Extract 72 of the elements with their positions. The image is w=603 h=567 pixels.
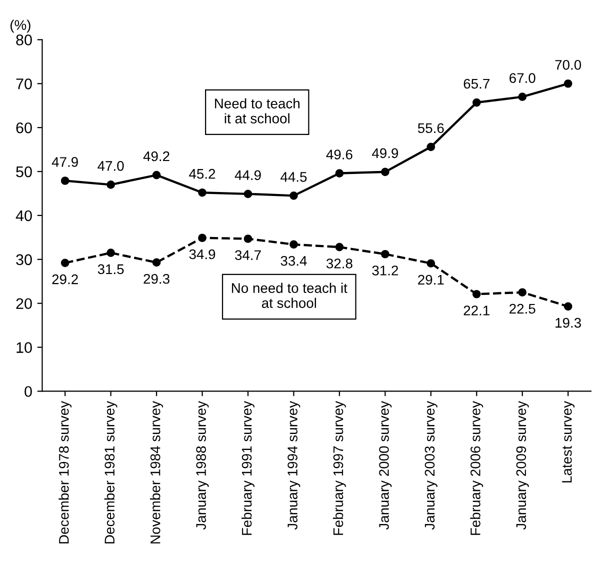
y-axis-title: (%) — [10, 20, 30, 33]
data-label: 29.2 — [52, 274, 78, 284]
point — [335, 169, 344, 178]
point — [60, 258, 70, 268]
data-label: 45.2 — [189, 168, 216, 179]
data-label: 31.5 — [98, 264, 124, 274]
x-tick-label: February 2006 survey — [470, 400, 484, 535]
x-tick-label: January 2000 survey — [379, 400, 392, 530]
data-label: 44.5 — [280, 172, 307, 182]
data-label: 65.7 — [464, 78, 490, 89]
data-label: 47.0 — [98, 161, 124, 171]
y-tick-label: 30 — [16, 254, 32, 266]
point — [152, 258, 161, 267]
data-label: 49.2 — [143, 151, 170, 162]
data-label: 32.8 — [326, 258, 352, 268]
x-tick-label: February 1997 survey — [332, 400, 346, 535]
y-tick-label: 60 — [16, 122, 32, 134]
y-tick-label: 50 — [16, 166, 32, 178]
point — [106, 180, 115, 189]
data-label: 34.9 — [189, 249, 216, 260]
data-label: 49.6 — [326, 150, 352, 160]
point — [290, 192, 298, 200]
x-tick-label: January 2003 survey — [424, 400, 438, 530]
point — [198, 234, 206, 242]
x-tick-label: December 1978 survey — [58, 400, 72, 544]
y-tick-label: 20 — [16, 298, 32, 310]
point — [472, 98, 481, 107]
text: No need to teach it at school — [232, 282, 348, 308]
text: Need to teach it at school — [215, 98, 300, 124]
data-label: 29.3 — [144, 274, 170, 284]
data-label: 22.1 — [464, 306, 490, 316]
x-tick-label: January 1994 survey — [288, 400, 300, 530]
data-label: 47.9 — [52, 157, 78, 167]
data-label: 34.7 — [235, 250, 261, 260]
data-label: 44.9 — [234, 170, 261, 180]
y-tick-label: 10 — [16, 342, 32, 353]
data-label: 31.2 — [372, 266, 398, 276]
point — [426, 259, 436, 268]
point — [106, 248, 115, 257]
point — [518, 92, 527, 101]
point — [60, 176, 70, 185]
point — [518, 288, 527, 297]
y-tick-label: 0 — [24, 386, 32, 397]
point — [426, 142, 436, 152]
y-tick-label: 70 — [16, 78, 32, 90]
data-label: 70.0 — [555, 60, 582, 70]
x-tick-label: Latest survey — [562, 400, 575, 482]
data-label: 22.5 — [510, 304, 536, 314]
x-tick-label: November 1984 survey — [150, 400, 163, 544]
point — [244, 190, 252, 198]
data-label: 67.0 — [510, 73, 536, 83]
point — [152, 170, 161, 180]
point — [472, 290, 481, 298]
x-tick-label: February 1991 survey — [242, 400, 254, 535]
point — [381, 250, 390, 258]
y-tick-label: 40 — [16, 210, 32, 222]
point — [290, 240, 298, 249]
point — [335, 242, 344, 252]
data-label: 33.4 — [280, 256, 307, 266]
x-tick-label: January 2009 survey — [516, 400, 529, 530]
data-label: 19.3 — [556, 318, 581, 328]
point — [244, 234, 252, 243]
x-tick-label: January 1988 survey — [196, 400, 209, 530]
point — [564, 302, 572, 311]
data-label: 49.9 — [372, 148, 398, 158]
x-tick-label: December 1981 survey — [104, 400, 118, 544]
point — [564, 79, 572, 88]
data-label: 55.6 — [418, 123, 444, 134]
point — [381, 168, 390, 176]
data-label: 29.1 — [418, 274, 444, 285]
y-tick-label: 80 — [16, 34, 32, 46]
point — [198, 188, 206, 197]
